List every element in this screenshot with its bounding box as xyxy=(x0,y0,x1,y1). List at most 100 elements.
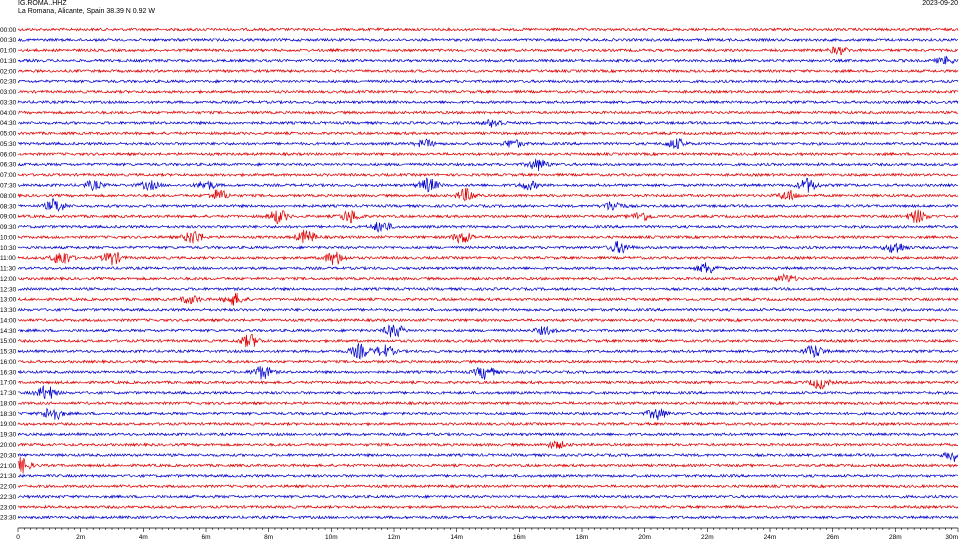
x-tick-label: 18m xyxy=(576,534,589,540)
x-tick-label: 2m xyxy=(76,534,85,540)
station-location: La Romana, Alicante, Spain 38.39 N 0.92 … xyxy=(18,8,155,15)
row-time-label: 13:00 xyxy=(0,297,17,304)
x-tick-label: 26m xyxy=(826,534,839,540)
seismogram-trace xyxy=(17,359,959,365)
seismogram-trace xyxy=(17,110,959,115)
x-tick-label: 28m xyxy=(889,534,902,540)
seismogram-trace xyxy=(17,55,959,65)
x-tick-label: 4m xyxy=(139,534,148,540)
seismogram-trace xyxy=(17,456,959,474)
seismogram-trace xyxy=(17,286,959,292)
seismogram-trace xyxy=(17,272,959,283)
seismogram-trace xyxy=(17,37,959,43)
row-time-label: 22:00 xyxy=(0,484,17,491)
row-time-label: 11:00 xyxy=(0,255,16,262)
seismogram-trace xyxy=(17,138,959,149)
seismogram-trace xyxy=(17,177,959,193)
row-time-label: 17:30 xyxy=(0,390,17,397)
row-time-label: 07:30 xyxy=(0,183,17,190)
row-time-label: 07:00 xyxy=(0,172,17,179)
row-time-label: 05:30 xyxy=(0,141,17,148)
row-time-label: 21:00 xyxy=(0,463,17,470)
seismogram-trace xyxy=(17,240,959,254)
row-time-label: 10:00 xyxy=(0,234,17,241)
x-tick-label: 20m xyxy=(638,534,651,540)
seismogram-trace xyxy=(17,158,959,172)
seismogram-trace xyxy=(17,221,959,233)
seismogram-trace xyxy=(17,99,959,105)
row-time-label: 22:30 xyxy=(0,494,17,501)
seismogram-trace xyxy=(17,421,959,427)
seismogram-trace xyxy=(17,400,959,406)
seismogram-trace xyxy=(17,407,959,421)
row-time-label: 16:30 xyxy=(0,369,17,376)
row-time-label: 09:30 xyxy=(0,224,17,231)
seismogram-trace xyxy=(17,89,959,95)
row-time-label: 11:30 xyxy=(0,266,16,273)
row-time-label: 18:30 xyxy=(0,411,17,418)
x-tick-label: 24m xyxy=(764,534,777,540)
seismogram-trace xyxy=(17,385,959,400)
x-tick-label: 8m xyxy=(264,534,273,540)
seismogram-trace xyxy=(17,317,959,323)
row-time-label: 00:00 xyxy=(0,27,17,34)
x-tick-label: 16m xyxy=(513,534,526,540)
row-time-label: 21:30 xyxy=(0,473,17,480)
row-time-label: 17:00 xyxy=(0,380,17,387)
row-time-label: 20:30 xyxy=(0,452,17,459)
row-time-label: 02:00 xyxy=(0,68,17,75)
row-time-label: 00:30 xyxy=(0,37,17,44)
x-tick-label: 10m xyxy=(325,534,338,540)
seismogram-trace xyxy=(17,172,959,178)
seismogram-trace xyxy=(17,324,959,338)
seismogram-trace xyxy=(17,130,959,136)
seismogram-trace xyxy=(17,431,959,437)
row-time-label: 03:00 xyxy=(0,89,17,96)
x-tick-label: 12m xyxy=(388,534,401,540)
seismogram-trace xyxy=(17,342,959,360)
row-time-label: 04:00 xyxy=(0,110,17,117)
row-time-label: 01:00 xyxy=(0,48,17,55)
seismogram-trace xyxy=(17,68,959,74)
row-time-label: 09:00 xyxy=(0,214,17,221)
row-time-label: 20:00 xyxy=(0,442,17,449)
seismogram-trace xyxy=(17,334,959,348)
row-time-label: 14:00 xyxy=(0,317,17,324)
seismogram-trace xyxy=(17,187,959,202)
row-time-label: 06:30 xyxy=(0,162,17,169)
seismogram-trace xyxy=(17,293,959,306)
seismogram-trace xyxy=(17,27,959,32)
x-tick-label: 14m xyxy=(450,534,463,540)
row-time-label: 08:00 xyxy=(0,193,17,200)
seismogram-trace xyxy=(17,46,959,56)
row-time-label: 19:30 xyxy=(0,432,17,439)
seismogram-trace xyxy=(17,307,959,313)
row-time-label: 10:30 xyxy=(0,245,17,252)
row-time-label: 06:00 xyxy=(0,151,17,158)
x-axis: 0 2m 4m 6m 8m 10m 12m 14m 16m 18m 20m 22m 24m 26m 28m 3… xyxy=(16,527,959,540)
x-tick-label: 22m xyxy=(701,534,714,540)
seismogram-trace xyxy=(17,514,959,520)
row-time-label: 14:30 xyxy=(0,328,17,335)
seismogram-trace xyxy=(17,151,959,157)
seismogram-trace xyxy=(17,119,959,128)
row-time-label: 01:30 xyxy=(0,58,17,65)
row-time-label: 16:00 xyxy=(0,359,17,366)
x-tick-label: 6m xyxy=(201,534,210,540)
row-time-label: 19:00 xyxy=(0,421,17,428)
row-time-label: 13:30 xyxy=(0,307,17,314)
seismogram-trace xyxy=(17,483,959,489)
row-time-label: 05:00 xyxy=(0,131,17,138)
trace-group xyxy=(17,27,959,520)
seismogram-trace xyxy=(17,440,959,450)
row-time-label: 15:00 xyxy=(0,338,17,345)
seismogram-trace xyxy=(17,262,959,274)
row-time-label: 23:30 xyxy=(0,515,17,522)
seismogram-trace xyxy=(17,451,959,462)
x-tick-label: 30m xyxy=(945,534,958,540)
record-date: 2023-09-20 xyxy=(922,0,958,7)
seismogram-trace xyxy=(17,365,959,380)
row-time-label: 08:30 xyxy=(0,203,17,210)
seismogram-trace xyxy=(17,494,959,500)
